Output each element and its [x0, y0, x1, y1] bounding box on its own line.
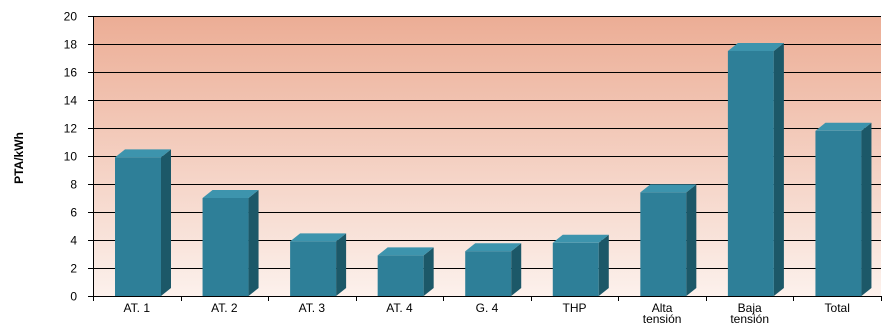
bar-side [773, 43, 784, 296]
x-tick-label: Alta [652, 301, 673, 315]
bar [552, 234, 609, 296]
bar [290, 233, 347, 296]
bar-front [640, 192, 687, 296]
bar-top [552, 234, 609, 243]
bar-front [727, 51, 774, 296]
y-tick-label: 14 [64, 94, 78, 108]
y-tick-label: 10 [64, 150, 78, 164]
bar [465, 243, 522, 296]
y-tick-label: 12 [64, 122, 78, 136]
x-tick-label: tensión [643, 312, 682, 326]
bar [727, 43, 784, 296]
bar-side [248, 190, 259, 296]
x-tick-label: tensión [730, 312, 769, 326]
bar-front [115, 157, 161, 296]
x-tick-label: THP [563, 301, 587, 315]
bar-top [815, 122, 872, 131]
bar [640, 184, 697, 296]
y-tick-label: 18 [64, 38, 78, 52]
bars [115, 43, 872, 296]
bar-top [115, 149, 171, 158]
bar-front [290, 241, 337, 296]
y-tick-label: 8 [70, 178, 77, 192]
x-tick-label: Baja [738, 301, 762, 315]
bar-front [377, 255, 424, 296]
bar-side [686, 184, 697, 296]
x-tick-label: Total [825, 301, 850, 315]
y-tick-label: 20 [64, 10, 78, 24]
bar-side [423, 247, 434, 296]
bar [377, 247, 434, 296]
bar-side [161, 149, 171, 296]
y-tick-label: 0 [70, 290, 77, 304]
bar [115, 149, 171, 296]
y-tick-label: 16 [64, 66, 78, 80]
bar-top [640, 184, 697, 193]
y-tick-label: 6 [70, 206, 77, 220]
bar-front [202, 198, 249, 296]
x-tick-label: AT. 1 [124, 301, 151, 315]
y-axis-label: PTA/kWh [12, 132, 26, 184]
bar-top [727, 43, 784, 51]
y-axis: 0 2 4 6 8 10 12 14 16 18 20 [64, 10, 94, 304]
x-tick-label: G. 4 [476, 301, 499, 315]
bar-top [290, 233, 347, 242]
bar-front [815, 130, 862, 296]
x-tick-label: AT. 4 [386, 301, 413, 315]
x-axis: AT. 1 AT. 2 AT. 3 AT. 4 G. 4 THP AltatensiónBa… [93, 296, 882, 326]
bar-side [511, 243, 522, 296]
y-tick-label: 2 [70, 262, 77, 276]
bar-top [465, 243, 522, 252]
bar-front [465, 251, 512, 296]
x-tick-label: AT. 3 [299, 301, 326, 315]
bar-side [336, 233, 347, 296]
bar [202, 190, 259, 296]
bar-front [552, 242, 599, 296]
bar-side [598, 234, 609, 296]
bar-top [202, 190, 259, 198]
bar-side [861, 122, 872, 296]
bar [815, 122, 872, 296]
x-tick-label: AT. 2 [211, 301, 238, 315]
y-tick-label: 4 [70, 234, 77, 248]
bar-top [377, 247, 434, 256]
